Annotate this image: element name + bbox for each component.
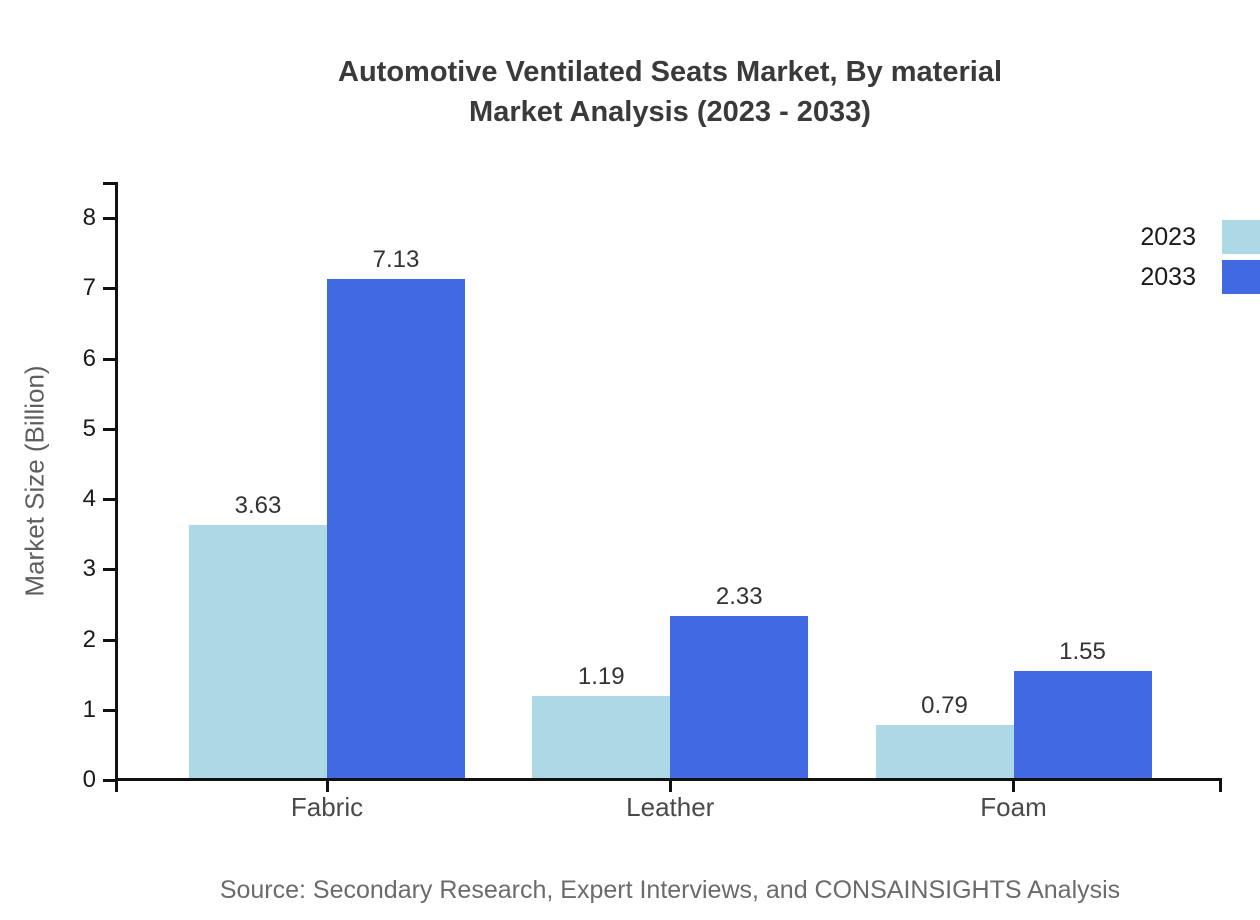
y-tick-label: 0 [82,766,96,793]
bar-value-label: 2.33 [715,583,763,611]
y-axis-spine [115,182,118,792]
x-axis-spine [115,778,1222,781]
y-tick-label: 6 [82,344,96,372]
x-tick-mark [668,778,672,792]
x-category-label: Fabric [290,792,364,822]
y-tick-mark [103,357,118,361]
y-tick-mark [103,638,118,642]
y-tick-label: 2 [82,625,96,653]
y-tick-label: 8 [82,204,96,231]
bar-value-label: 7.13 [372,246,420,274]
bar-value-label: 1.55 [1059,638,1106,666]
y-tick-mark [103,779,118,782]
legend-swatch-2033 [1222,260,1260,294]
bar-value-label: 1.19 [577,663,625,691]
legend: 2023 2033 [1026,220,1260,300]
bar-2023-leather [532,696,671,780]
y-tick-mark [103,217,118,220]
bar-value-label: 0.79 [921,691,968,719]
source-note: Source: Secondary Research, Expert Inter… [219,876,1121,904]
legend-label-2033: 2033 [1140,263,1196,291]
bar-2023-foam [875,724,1014,780]
y-tick-mark [103,708,118,712]
x-tick-mark [1219,778,1222,792]
y-axis-top-cap [103,182,118,185]
bar-value-label: 3.63 [234,491,282,519]
legend-item-2033: 2033 [1026,260,1260,300]
x-category-label: Leather [626,792,715,822]
bar-2033-fabric [327,279,465,780]
chart-title: Automotive Ventilated Seats Market, By m… [118,52,1222,132]
y-tick-mark [103,498,118,501]
bar-2033-foam [1013,671,1152,780]
legend-swatch-2023 [1222,220,1260,254]
x-category-label: Foam [980,792,1047,822]
x-tick-mark [325,778,329,792]
chart-title-line1: Automotive Ventilated Seats Market, By m… [338,56,1002,88]
chart-title-line2: Market Analysis (2023 - 2033) [469,96,871,128]
y-tick-label: 7 [82,274,96,302]
y-tick-label: 3 [82,555,96,583]
bar-2033-leather [670,616,809,780]
x-tick-mark [1012,778,1015,792]
y-tick-mark [103,287,118,291]
legend-item-2023: 2023 [1026,220,1260,260]
y-tick-mark [103,427,118,431]
y-tick-mark [103,568,118,572]
legend-label-2023: 2023 [1140,223,1196,251]
y-tick-label: 1 [82,695,96,723]
y-tick-label: 5 [82,414,96,442]
bar-2023-fabric [189,524,327,780]
y-tick-label: 4 [82,485,96,512]
